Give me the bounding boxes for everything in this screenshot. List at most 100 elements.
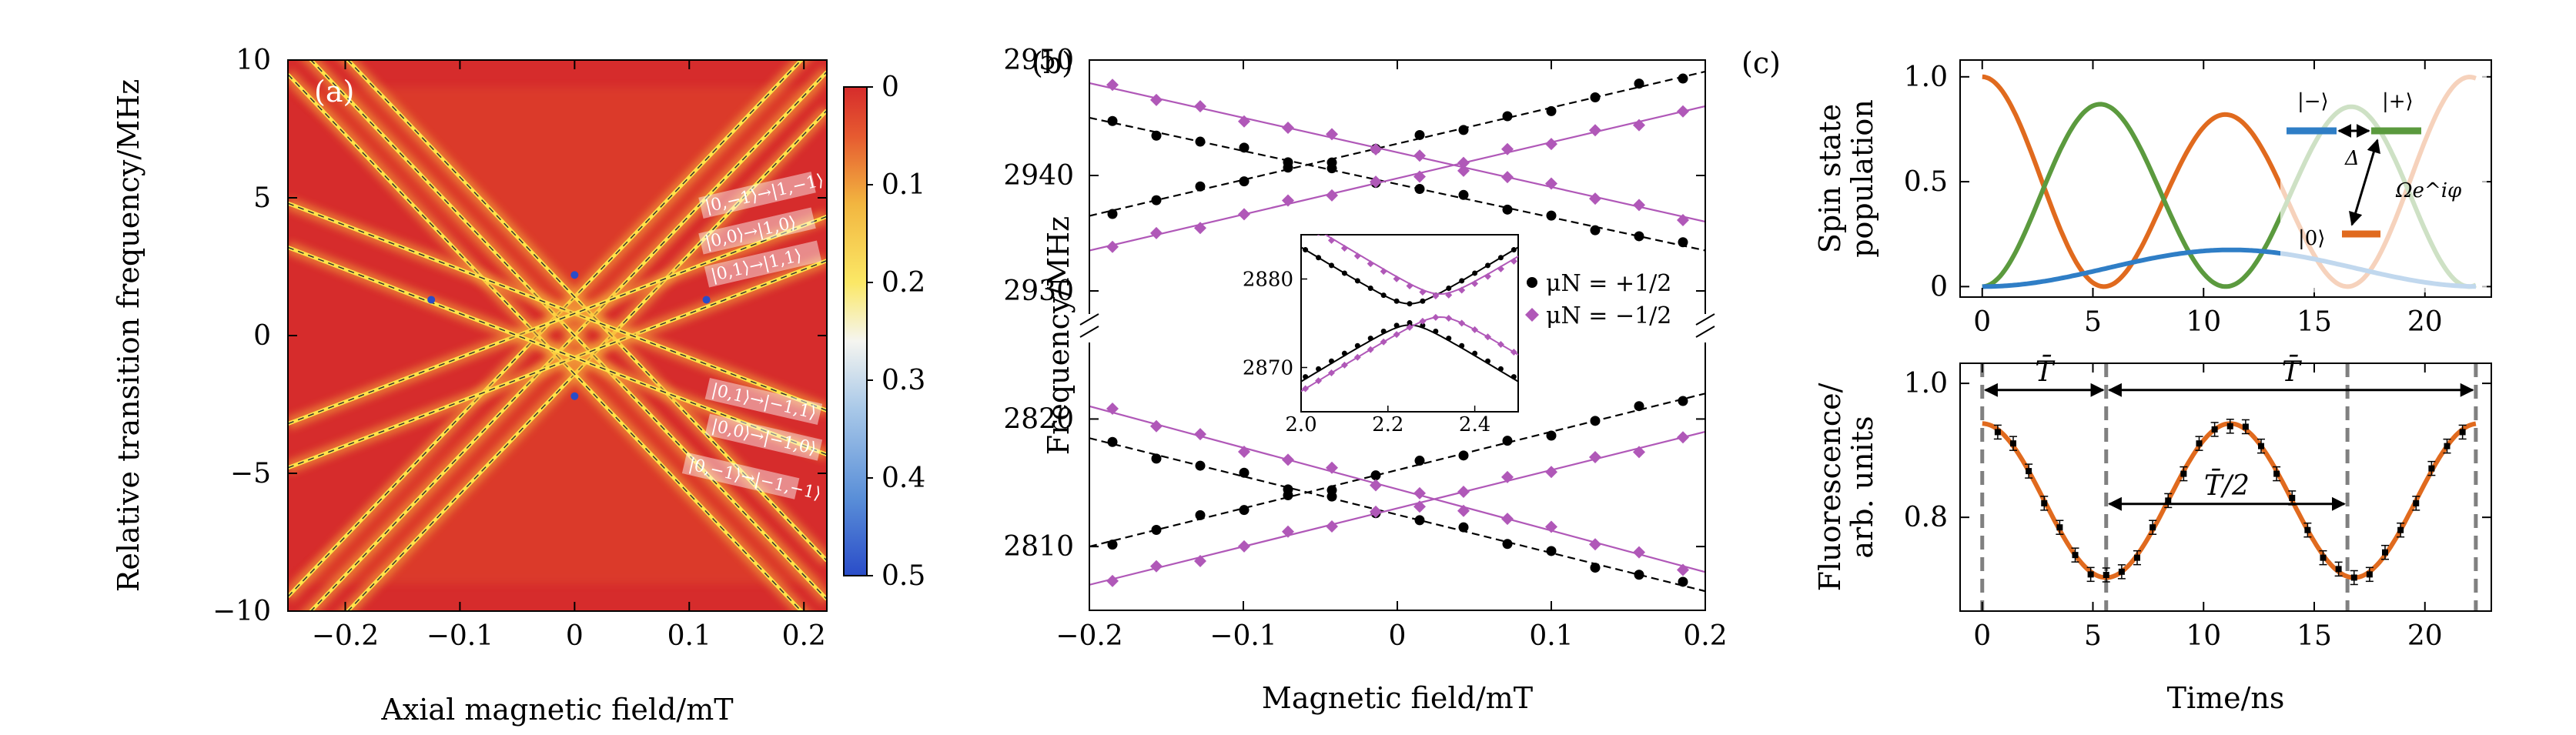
inset-data-point (1340, 361, 1348, 369)
data-point (2366, 571, 2373, 578)
data-point (2026, 468, 2032, 475)
data-point (1238, 115, 1250, 128)
data-point (1413, 149, 1426, 162)
annotation-box (704, 240, 822, 288)
inset-data-point (1510, 374, 1517, 380)
data-point (2226, 423, 2233, 429)
data-point (1501, 470, 1514, 483)
inset-x-tick-label: 2.2 (1372, 413, 1403, 436)
data-point (1150, 560, 1163, 573)
inset-data-point (1407, 301, 1413, 307)
data-point (1677, 105, 1689, 118)
data-point (1502, 204, 1513, 215)
transition-fit-dashed (346, 60, 827, 562)
data-point (1151, 453, 1162, 464)
panel-a-axes: −0.2 −0.1 0 0.1 0.2 −10 −5 0 5 10 (212, 45, 827, 652)
data-point (1150, 93, 1163, 106)
data-point (1634, 79, 1644, 89)
data-point (1370, 142, 1382, 155)
panel-c-label: (c) (1741, 46, 1781, 80)
omega-label: Ωe^iφ (2395, 179, 2462, 202)
annotation-box (704, 413, 823, 461)
data-point (1633, 199, 1645, 212)
data-point (1283, 157, 1293, 168)
data-point (1150, 226, 1163, 239)
data-point (1195, 136, 1206, 147)
data-point (1414, 515, 1425, 526)
panel-b-axis-break-left (1079, 313, 1099, 338)
data-point (1501, 142, 1514, 155)
colorbar-tick-label: 0.4 (882, 463, 925, 494)
data-point (1501, 513, 1514, 526)
data-point (1457, 504, 1470, 517)
inset-data-point (1380, 268, 1387, 276)
inset-data-point (1510, 257, 1517, 265)
inset-data-point (1458, 319, 1466, 327)
panel-b-ylabel: Frequency/MHz (1042, 216, 1076, 455)
inset-data-point (1340, 245, 1348, 252)
inset-data-point (1485, 262, 1491, 269)
data-point (1239, 505, 1250, 516)
data-point (1239, 176, 1250, 187)
data-point (1151, 195, 1162, 205)
colorbar-tick-label: 0.3 (882, 365, 925, 396)
inset-data-point (1302, 385, 1310, 393)
y-tick-label: 0.8 (1904, 502, 1948, 533)
panel-c-top-ylabel-2: population (1845, 99, 1879, 258)
inset-data-point (1432, 292, 1440, 300)
inset-data-point (1393, 322, 1400, 329)
panel-c-level-diagram: |−⟩ |+⟩ |0⟩ Δ Ωe^iφ (2280, 69, 2487, 292)
data-point (1501, 171, 1514, 184)
data-point (1239, 142, 1250, 153)
inset-data-point (1393, 275, 1400, 282)
fit-line (1089, 82, 1705, 223)
inset-data-point (1433, 329, 1439, 335)
inset-data-point (1497, 341, 1504, 349)
data-point (1326, 520, 1338, 533)
data-point (1413, 486, 1426, 499)
panel-b-axis-break-right (1695, 313, 1715, 338)
data-point (2196, 440, 2203, 447)
panel-c-bottom-ylabel-1: Fluorescence/ (1813, 383, 1847, 591)
x-tick-label: 5 (2084, 306, 2102, 338)
colorbar-tick-label: 0.2 (882, 267, 925, 299)
panel-c-bottom-frame (1959, 362, 2492, 612)
data-point (2289, 494, 2296, 501)
inset-data-point (1459, 342, 1465, 349)
data-point (1195, 181, 1206, 192)
data-point (2041, 499, 2048, 506)
data-point (1106, 574, 1119, 587)
data-point (1194, 222, 1206, 235)
x-tick-label: 0 (566, 620, 584, 652)
data-point (1678, 576, 1688, 587)
data-point (1326, 189, 1338, 202)
fit-line (1089, 430, 1705, 586)
data-point (2072, 552, 2079, 559)
inset-data-point (1303, 247, 1309, 253)
data-point (1194, 428, 1206, 441)
data-point (1633, 546, 1645, 559)
period-arrow-label: T̄/2 (2204, 469, 2250, 502)
data-point (1151, 525, 1162, 536)
data-point (1458, 522, 1469, 533)
x-tick-label: −0.1 (427, 620, 493, 652)
fit-line (1089, 105, 1705, 252)
inset-data-point (1327, 236, 1335, 244)
y-tick-label: 2930 (1003, 276, 1074, 307)
data-point (2149, 524, 2156, 531)
panel-b-legend: μN = +1/2 μN = −1/2 (1525, 270, 1671, 329)
inset-data-point (1406, 323, 1413, 331)
annotation-box (681, 452, 800, 499)
heatmap-glow-region (288, 87, 827, 336)
y-tick-label: 5 (253, 182, 271, 214)
data-point (1194, 100, 1206, 113)
transition-fit-dashed (346, 109, 827, 611)
data-point (1545, 466, 1557, 479)
inset-data-point (1497, 265, 1504, 272)
x-tick-label: 5 (2084, 620, 2102, 652)
data-point (1370, 505, 1382, 518)
data-point (1282, 122, 1294, 135)
x-tick-label: 20 (2407, 620, 2443, 652)
